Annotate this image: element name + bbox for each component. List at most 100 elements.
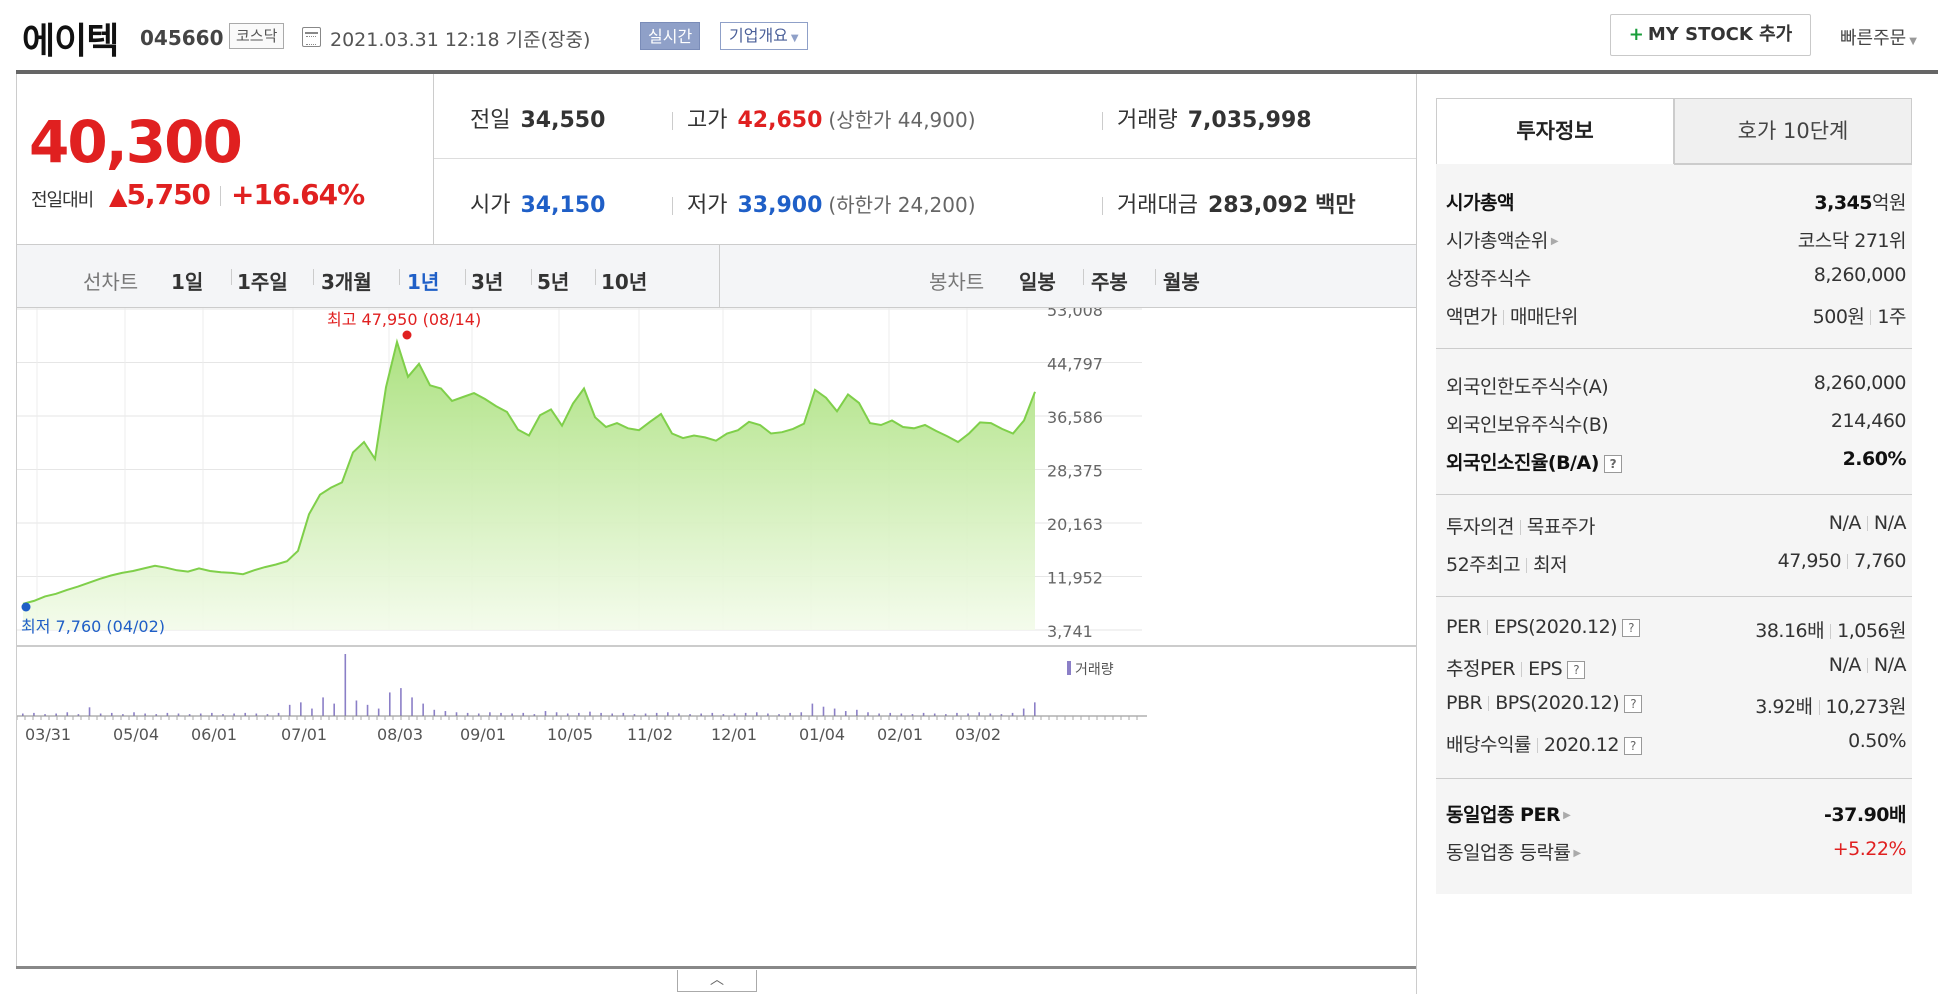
x-tick-label: 01/04 [799, 725, 845, 744]
volume-bar [422, 703, 424, 716]
industry-per-value: -37.90배 [1824, 804, 1906, 826]
x-tick-label: 12/01 [711, 725, 757, 744]
industry-change-row[interactable]: 동일업종 등락률 ▶ +5.22% [1446, 834, 1907, 868]
tab-daily[interactable]: 일봉 [1019, 270, 1056, 294]
volume-legend-label: 거래량 [1075, 662, 1114, 678]
volume-bar [522, 712, 525, 716]
market-badge: 코스닥 [229, 23, 285, 49]
help-icon[interactable]: ? [1567, 660, 1586, 679]
est-per-row: 추정PER EPS? N/A N/A [1446, 650, 1907, 684]
x-tick-label: 07/01 [281, 725, 327, 744]
prev-compare-label: 전일대비 [31, 190, 94, 211]
tab-weekly[interactable]: 주봉 [1091, 270, 1128, 294]
mystock-add-button[interactable]: + MY STOCK 추가 [1610, 14, 1811, 56]
volume-bar [956, 712, 958, 716]
market-cap-rank-label: 시가총액순위 [1446, 230, 1548, 252]
industry-change-label: 동일업종 등락률 [1446, 842, 1571, 864]
chevron-up-icon: ︿ [710, 972, 724, 988]
par-value: 500원 [1812, 306, 1865, 328]
foreign-limit-label: 외국인한도주식수(A) [1446, 376, 1609, 398]
market-cap-rank-row[interactable]: 시가총액순위 ▶ 코스닥 271위 [1446, 222, 1907, 256]
price-change: ▲5,750 +16.64% [109, 178, 365, 211]
quick-order-dropdown[interactable]: 빠른주문 ▼ [1840, 24, 1917, 50]
y-tick-label: 28,375 [1047, 462, 1103, 481]
help-icon[interactable]: ? [1624, 694, 1643, 713]
volume-label: 거래량 [1117, 108, 1178, 133]
volume-bar [1022, 708, 1025, 716]
volume-bar [199, 713, 202, 716]
volume-bar [477, 713, 480, 716]
dividend-row: 배당수익률 2020.12? 0.50% [1446, 726, 1906, 760]
tab-10year[interactable]: 10년 [601, 270, 648, 294]
divider [1521, 662, 1523, 677]
quote-row: 전일 34,550 고가 42,650 (상한가 44,900) 거래량 7,035,9… [434, 74, 1416, 159]
tab-order-book[interactable]: 호가 10단계 [1674, 98, 1912, 164]
candle-chart-label: 봉차트 [929, 270, 985, 294]
tab-1year[interactable]: 1년 [407, 270, 440, 294]
tab-5year[interactable]: 5년 [537, 270, 570, 294]
tab-1week[interactable]: 1주일 [237, 270, 288, 294]
price-change-value: 5,750 [126, 178, 211, 211]
volume-bar [611, 713, 614, 716]
tab-investment-info[interactable]: 투자정보 [1436, 98, 1674, 164]
industry-change-value: +5.22% [1832, 838, 1907, 860]
foreign-holding-value: 214,460 [1830, 410, 1907, 432]
volume-bar [44, 714, 46, 716]
industry-change-label-wrap: 동일업종 등락률 ▶ [1446, 838, 1581, 865]
volume-bar [722, 714, 725, 716]
y-tick-label: 3,741 [1047, 622, 1093, 641]
per-label-wrap: PER EPS(2020.12)? [1446, 616, 1641, 638]
expand-chart-button[interactable]: ︿ [677, 970, 757, 992]
quote-datetime: 2021.03.31 12:18 기준(장중) [330, 29, 591, 51]
bps-value: 10,273원 [1825, 696, 1907, 718]
eps-value: 1,056원 [1837, 620, 1906, 642]
tab-monthly[interactable]: 월봉 [1163, 270, 1200, 294]
52week-label-wrap: 52주최고 최저 [1446, 550, 1568, 577]
est-per-label: 추정PER [1446, 658, 1516, 680]
par-value-row: 액면가 매매단위 500원 1주 [1446, 298, 1906, 332]
high-value: 42,650 [737, 108, 823, 133]
eps-label: EPS(2020.12) [1494, 616, 1618, 638]
52week-low-value: 7,760 [1854, 550, 1906, 572]
tab-3year[interactable]: 3년 [471, 270, 504, 294]
divider [672, 197, 673, 215]
help-icon[interactable]: ? [1623, 736, 1642, 755]
divider [1866, 658, 1868, 673]
arrow-right-icon: ▶ [1573, 848, 1581, 859]
price-line [22, 338, 1036, 605]
low-marker [21, 602, 31, 612]
x-tick-label: 02/01 [877, 725, 923, 744]
x-tick-label: 03/31 [25, 725, 71, 744]
volume-bar [778, 714, 780, 716]
foreign-ratio-label: 외국인소진율(B/A) [1446, 452, 1599, 474]
price-chart[interactable]: 53,008 44,797 36,586 28,375 20,163 11,952 3,74… [16, 301, 1417, 968]
y-tick-label: 53,008 [1047, 308, 1103, 320]
volume-bar [133, 712, 135, 716]
volume-bar [900, 713, 903, 716]
volume-bar [222, 714, 224, 716]
volume-bar [633, 714, 636, 716]
volume-bar [110, 712, 113, 716]
high-price: 고가 42,650 (상한가 44,900) [672, 102, 976, 134]
help-icon[interactable]: ? [1603, 454, 1622, 473]
tab-3month[interactable]: 3개월 [321, 270, 372, 294]
tab-1day[interactable]: 1일 [171, 270, 204, 294]
divider [1436, 494, 1912, 495]
realtime-button[interactable]: 실시간 [640, 22, 701, 50]
help-icon[interactable]: ? [1622, 618, 1641, 637]
company-overview-dropdown[interactable]: 기업개요 ▼ [720, 22, 808, 50]
market-cap-label: 시가총액 [1446, 192, 1514, 214]
pbr-value: 3.92배 [1755, 696, 1813, 718]
dividend-date: 2020.12 [1543, 734, 1620, 756]
industry-per-row[interactable]: 동일업종 PER ▶ -37.90배 [1446, 796, 1906, 830]
volume-bar [33, 712, 35, 716]
divider [1830, 624, 1832, 639]
divider [231, 269, 232, 285]
divider [399, 269, 400, 285]
divider [1083, 269, 1084, 285]
volume-bar [755, 712, 758, 716]
company-overview-label: 기업개요 [729, 26, 788, 45]
amount-unit: 백만 [1315, 193, 1356, 218]
per-row: PER EPS(2020.12)? 38.16배 1,056원 [1446, 612, 1906, 646]
divider [1818, 700, 1820, 715]
